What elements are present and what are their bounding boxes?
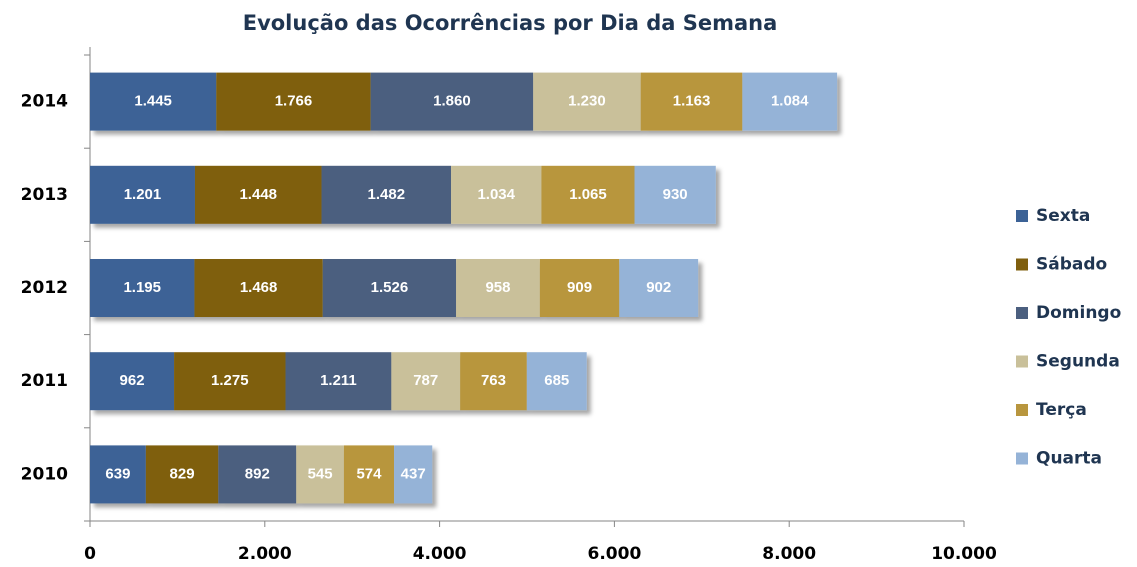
x-tick-label: 0: [84, 544, 96, 564]
x-tick-label: 10.000: [931, 544, 997, 564]
data-label: 1.448: [239, 186, 277, 203]
bar-segment: [90, 445, 146, 504]
data-label: 1.275: [211, 372, 249, 389]
y-tick-label: 2012: [21, 278, 68, 298]
legend-swatch: [1016, 452, 1028, 465]
bar-segment: [194, 259, 323, 317]
data-label: 892: [245, 465, 270, 482]
bar-group: [90, 445, 433, 504]
data-label: 1.211: [320, 372, 357, 389]
data-label: 1.201: [124, 186, 162, 203]
data-label: 1.482: [368, 186, 406, 203]
bar-segment: [90, 165, 195, 224]
bar-segment: [619, 259, 699, 317]
data-label: 958: [485, 279, 510, 296]
data-label: 1.766: [275, 93, 313, 110]
bar-segment: [285, 352, 392, 411]
data-label: 1.084: [771, 93, 809, 110]
bar-segment: [343, 445, 395, 504]
legend-label: Segunda: [1036, 352, 1120, 372]
bar-segment: [90, 72, 217, 131]
bar-segment: [634, 165, 716, 224]
data-label: 1.468: [240, 279, 278, 296]
bar-segment: [541, 165, 635, 224]
legend-swatch: [1016, 210, 1028, 222]
data-label: 902: [646, 279, 671, 296]
bar-segment: [391, 352, 461, 411]
bar-segment: [194, 165, 322, 224]
bar-segment: [394, 445, 433, 504]
data-label: 763: [481, 372, 506, 389]
bar-segment: [90, 352, 175, 411]
legend-label: Quarta: [1036, 449, 1102, 469]
data-label: 685: [544, 372, 569, 389]
data-label: 1.526: [371, 279, 409, 296]
chart-title: Evolução das Ocorrências por Dia da Sema…: [243, 11, 778, 35]
data-label: 1.445: [134, 93, 172, 110]
bar-segment: [321, 165, 452, 224]
data-label: 437: [401, 465, 426, 482]
bar-segment: [296, 445, 344, 504]
bar-segment: [533, 72, 641, 131]
data-label: 787: [413, 372, 438, 389]
legend-swatch: [1016, 404, 1028, 416]
y-tick-label: 2011: [21, 371, 68, 391]
legend-label: Sábado: [1036, 255, 1107, 275]
data-label: 1.860: [433, 93, 471, 110]
bar-segment: [174, 352, 286, 411]
data-label: 930: [663, 186, 688, 203]
bar-segment: [145, 445, 219, 504]
bar-group: [90, 259, 699, 317]
y-tick-label: 2010: [21, 464, 68, 484]
data-label: 1.065: [569, 186, 607, 203]
data-label: 829: [170, 465, 195, 482]
data-label: 1.163: [673, 93, 711, 110]
data-label: 1.195: [123, 279, 161, 296]
bar-segment: [742, 72, 838, 131]
data-label: 545: [308, 465, 333, 482]
bar-segment: [322, 259, 457, 317]
data-label: 639: [105, 465, 130, 482]
data-label: 574: [356, 465, 382, 482]
bar-segment: [460, 352, 527, 411]
legend-label: Terça: [1036, 400, 1087, 420]
bar-group: [90, 352, 587, 411]
bar-segment: [526, 352, 587, 411]
bar-segment: [370, 72, 534, 131]
bar-segment: [218, 445, 297, 504]
data-label: 1.034: [477, 186, 515, 203]
bar-segment: [216, 72, 371, 131]
x-tick-label: 6.000: [588, 544, 642, 564]
y-tick-label: 2013: [21, 185, 68, 205]
y-tick-label: 2014: [21, 92, 68, 112]
bar-segment: [456, 259, 540, 317]
bar-group: [90, 165, 716, 224]
legend-swatch: [1016, 307, 1028, 319]
x-tick-label: 2.000: [238, 544, 292, 564]
legend-swatch: [1016, 258, 1028, 271]
x-tick-label: 4.000: [413, 544, 467, 564]
legend-label: Sexta: [1036, 206, 1090, 226]
bar-segment: [451, 165, 542, 224]
bar-segment: [90, 259, 195, 317]
data-label: 909: [567, 279, 592, 296]
bar-group: [90, 72, 838, 131]
data-label: 962: [120, 372, 145, 389]
legend-swatch: [1016, 355, 1028, 368]
legend-label: Domingo: [1036, 303, 1121, 323]
bar-segment: [539, 259, 620, 317]
x-tick-label: 8.000: [762, 544, 816, 564]
bar-segment: [640, 72, 743, 131]
data-label: 1.230: [568, 93, 606, 110]
